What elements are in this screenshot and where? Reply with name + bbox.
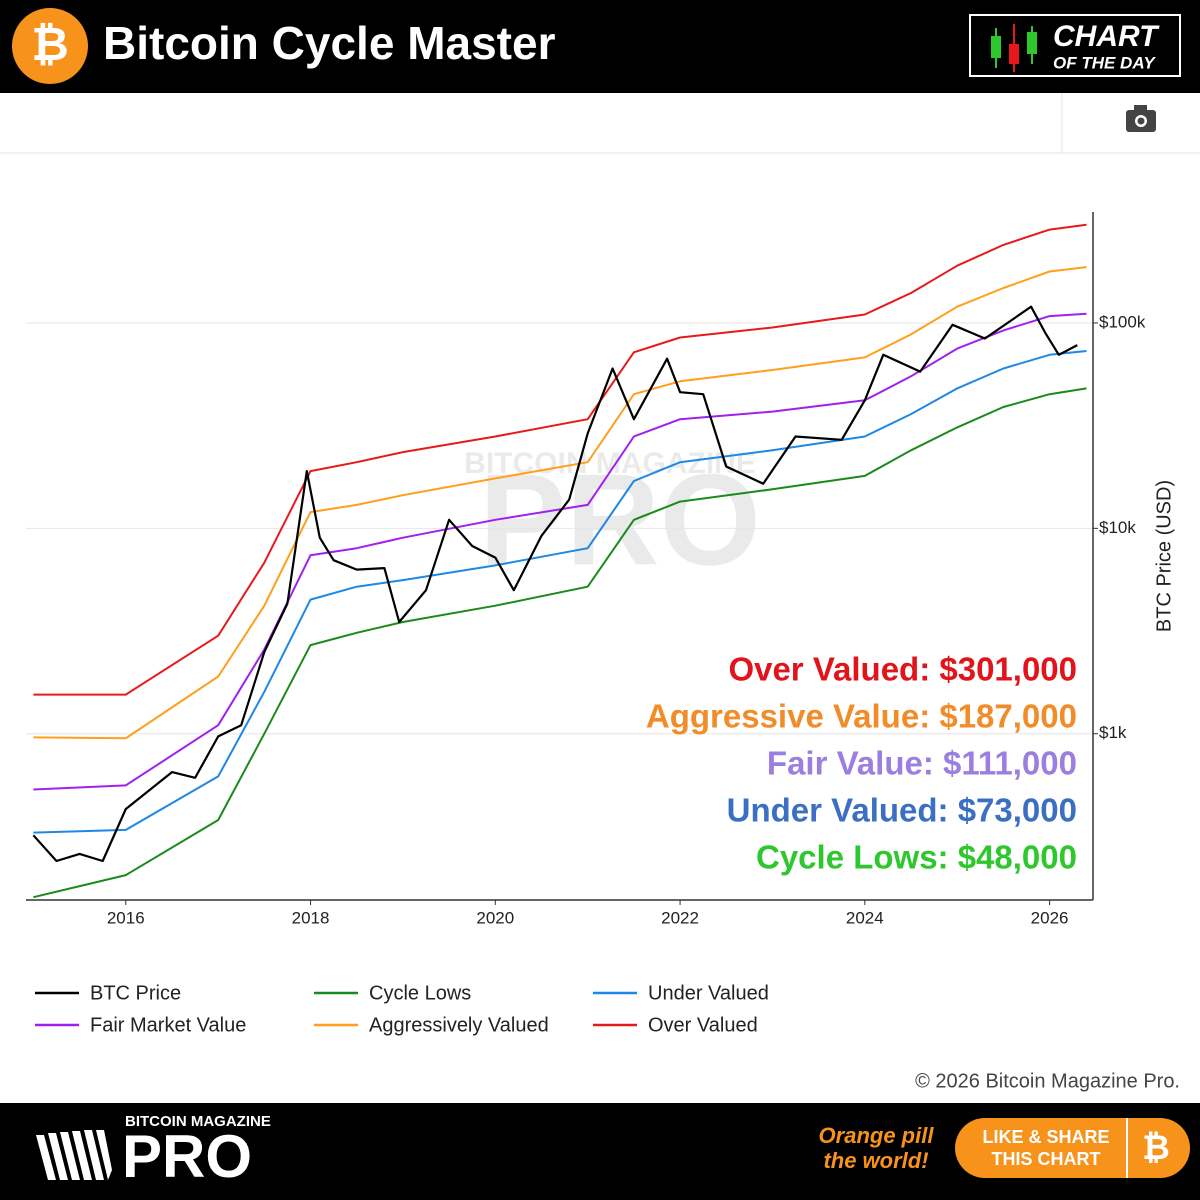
annotation: Over Valued: $301,000 [728, 651, 1077, 688]
button-line2[interactable]: THIS CHART [992, 1149, 1101, 1169]
legend-label: BTC Price [90, 982, 181, 1004]
bitcoin-symbol: ₿ [31, 18, 69, 70]
legend-label: Cycle Lows [369, 982, 471, 1004]
page-title: Bitcoin Cycle Master [103, 17, 556, 69]
x-tick-label: 2022 [661, 908, 699, 927]
series-line [33, 350, 1087, 834]
x-tick-label: 2020 [476, 908, 514, 927]
slogan-line2: the world! [823, 1148, 928, 1173]
copyright: © 2026 Bitcoin Magazine Pro. [915, 1070, 1180, 1092]
slogan-line1: Orange pill [819, 1123, 935, 1148]
series-line [33, 312, 1087, 791]
series-line [33, 223, 1087, 696]
footer-logo [36, 1130, 112, 1180]
legend-label: Over Valued [648, 1014, 758, 1036]
y-tick-label: $1k [1099, 723, 1127, 742]
svg-text:₿: ₿ [1142, 1129, 1170, 1167]
bitcoin-logo [12, 8, 88, 84]
annotation: Fair Value: $111,000 [767, 745, 1077, 782]
y-tick-label: $100k [1099, 312, 1146, 331]
legend-label: Fair Market Value [90, 1014, 246, 1036]
watermark: PRO [479, 446, 761, 592]
footer-brand-small: BITCOIN MAGAZINE [125, 1113, 271, 1130]
camera-button[interactable] [1126, 105, 1156, 132]
annotation: Aggressive Value: $187,000 [646, 698, 1077, 735]
badge-line1: CHART [1053, 20, 1160, 53]
x-tick-label: 2018 [292, 908, 330, 927]
series-line [33, 266, 1087, 740]
x-tick-label: 2024 [846, 908, 884, 927]
annotation: Cycle Lows: $48,000 [756, 839, 1077, 876]
legend-label: Under Valued [648, 982, 769, 1004]
legend-label: Aggressively Valued [369, 1014, 549, 1036]
share-button[interactable]: ₿ LIKE & SHARE THIS CHART [955, 1118, 1190, 1178]
x-tick-label: 2016 [107, 908, 145, 927]
series-line [32, 305, 1078, 863]
badge-line2: OF THE DAY [1053, 53, 1156, 72]
y-axis-label: BTC Price (USD) [1153, 480, 1175, 632]
x-tick-label: 2026 [1031, 908, 1069, 927]
annotation: Under Valued: $73,000 [727, 792, 1077, 829]
button-line1[interactable]: LIKE & SHARE [982, 1127, 1109, 1147]
y-tick-label: $10k [1099, 518, 1136, 537]
badge-candles [991, 24, 1037, 72]
badge [969, 14, 1181, 77]
footer-brand-big: PRO [122, 1123, 252, 1190]
series-line [33, 387, 1087, 899]
